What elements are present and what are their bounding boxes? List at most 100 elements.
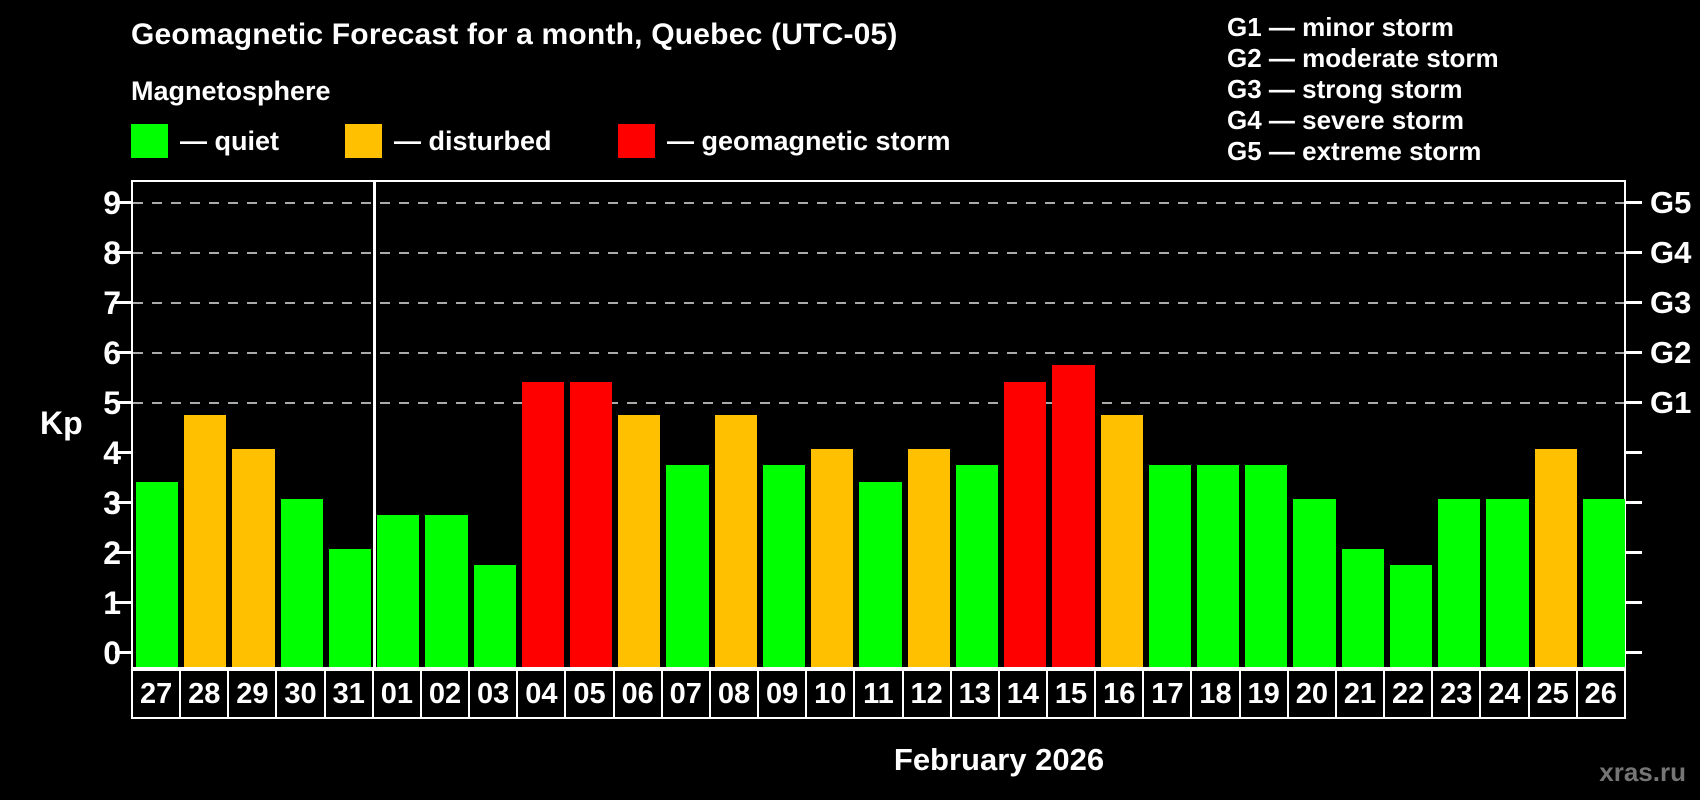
right-axis-label-g5: G5 [1650, 184, 1692, 220]
day-label-21: 21 [1337, 671, 1386, 717]
kp-bar-day-09 [762, 465, 806, 667]
kp-bar-day-08 [714, 415, 757, 667]
kp-bar-day-16 [1100, 415, 1143, 667]
day-label-06: 06 [615, 671, 663, 717]
day-label-09: 09 [759, 671, 808, 717]
kp-bar-day-01 [377, 515, 420, 667]
y-tick-left-8 [115, 251, 131, 254]
y-tick-label-4: 4 [103, 434, 121, 471]
right-axis-label-g4: G4 [1650, 234, 1692, 270]
storm-scale-line-g3: G3 — strong storm [1227, 74, 1463, 104]
kp-bar-day-27 [136, 482, 179, 667]
magnetosphere-label: Magnetosphere [131, 76, 331, 106]
day-label-11: 11 [855, 671, 904, 717]
y-axis-label: Kp [40, 405, 83, 441]
y-tick-left-1 [115, 601, 131, 604]
kp-bar-day-15 [1052, 365, 1095, 667]
kp-bar-day-13 [955, 465, 999, 667]
storm-scale-line-g2: G2 — moderate storm [1227, 43, 1499, 73]
gridline-kp5 [133, 401, 1624, 404]
legend-label-storm: — geomagnetic storm [667, 126, 951, 156]
day-label-08: 08 [711, 671, 760, 717]
day-label-19: 19 [1241, 671, 1289, 717]
day-label-29: 29 [229, 671, 278, 717]
gridline-kp6 [133, 351, 1624, 354]
y-tick-right-3 [1626, 501, 1642, 504]
kp-bar-day-02 [425, 515, 468, 667]
day-label-16: 16 [1096, 671, 1145, 717]
kp-bar-day-19 [1245, 465, 1288, 667]
kp-bar-day-20 [1293, 498, 1336, 667]
legend-item-storm: — geomagnetic storm [618, 123, 951, 159]
y-tick-label-9: 9 [103, 184, 121, 221]
day-label-03: 03 [470, 671, 519, 717]
day-label-05: 05 [566, 671, 615, 717]
day-label-22: 22 [1385, 671, 1434, 717]
legend-item-quiet: — quiet [131, 123, 279, 159]
day-label-26: 26 [1584, 678, 1617, 710]
right-axis-label-g1: G1 [1650, 384, 1692, 420]
day-label-27: 27 [133, 671, 182, 717]
y-tick-label-3: 3 [103, 484, 121, 521]
legend-swatch-quiet [131, 124, 168, 158]
day-label-24: 24 [1481, 671, 1530, 717]
y-tick-right-4 [1626, 451, 1642, 454]
day-label-30: 30 [277, 671, 326, 717]
kp-bar-day-11 [859, 482, 902, 667]
day-label-15: 15 [1048, 671, 1097, 717]
day-label-18: 18 [1192, 671, 1241, 717]
kp-bar-day-07 [666, 465, 709, 667]
day-label-12: 12 [904, 671, 952, 717]
day-label-25: 25 [1530, 671, 1578, 717]
month-label: February 2026 [893, 742, 1105, 777]
gridline-kp7 [133, 301, 1624, 304]
kp-bar-day-04 [521, 382, 565, 667]
plot-area: 0 1 2 3 4 5 6 7 8 9 G1 G2 G3 G4 G5 [103, 180, 1691, 671]
y-tick-left-0 [115, 651, 131, 654]
y-tick-left-5 [115, 401, 131, 404]
gridline-kp9 [133, 201, 1624, 204]
right-axis-label-g2: G2 [1650, 334, 1692, 370]
kp-bar-day-21 [1341, 548, 1384, 667]
kp-bar-day-28 [184, 415, 227, 667]
kp-bar-day-26 [1582, 498, 1625, 667]
legend-swatch-disturbed [345, 124, 382, 158]
kp-bar-day-03 [473, 565, 516, 667]
status-legend: — quiet — disturbed — geomagnetic storm [131, 123, 1081, 159]
day-label-28: 28 [181, 671, 230, 717]
legend-label-disturbed: — disturbed [394, 126, 552, 156]
x-axis-day-labels: 27 28 29 30 31 01 02 03 04 05 06 07 08 09 10 11 12 13 14 15… [131, 669, 1626, 719]
y-tick-right-9 [1626, 201, 1642, 204]
y-tick-right-7 [1626, 301, 1642, 304]
kp-bar-day-14 [1004, 382, 1047, 667]
y-tick-right-0 [1626, 651, 1642, 654]
day-label-17: 17 [1144, 671, 1193, 717]
day-label-31: 31 [326, 671, 374, 717]
kp-bar-day-12 [907, 448, 950, 667]
day-label-13: 13 [952, 671, 1000, 717]
y-tick-right-8 [1626, 251, 1642, 254]
chart-title: Geomagnetic Forecast for a month, Quebec… [131, 18, 898, 51]
y-tick-label-0: 0 [103, 634, 121, 671]
legend-label-quiet: — quiet [180, 126, 279, 156]
y-tick-right-1 [1626, 601, 1642, 604]
y-tick-label-7: 7 [103, 284, 121, 321]
y-tick-left-4 [115, 451, 131, 454]
kp-bar-day-29 [232, 448, 275, 667]
y-tick-label-1: 1 [103, 584, 121, 621]
y-tick-right-6 [1626, 351, 1642, 354]
day-label-14: 14 [1000, 671, 1048, 717]
storm-scale-legend: G1 — minor storm G2 — moderate storm G3 — … [1227, 12, 1499, 167]
y-tick-label-6: 6 [103, 334, 121, 371]
kp-bar-day-22 [1389, 565, 1433, 667]
y-tick-left-7 [115, 301, 131, 304]
watermark: xras.ru [1599, 757, 1686, 787]
kp-bar-day-05 [570, 382, 613, 667]
kp-bar-day-23 [1438, 498, 1481, 667]
y-tick-label-2: 2 [103, 534, 121, 571]
y-tick-label-5: 5 [103, 384, 121, 421]
kp-bar-day-30 [280, 498, 323, 667]
y-tick-right-2 [1626, 551, 1642, 554]
storm-scale-line-g4: G4 — severe storm [1227, 105, 1465, 135]
